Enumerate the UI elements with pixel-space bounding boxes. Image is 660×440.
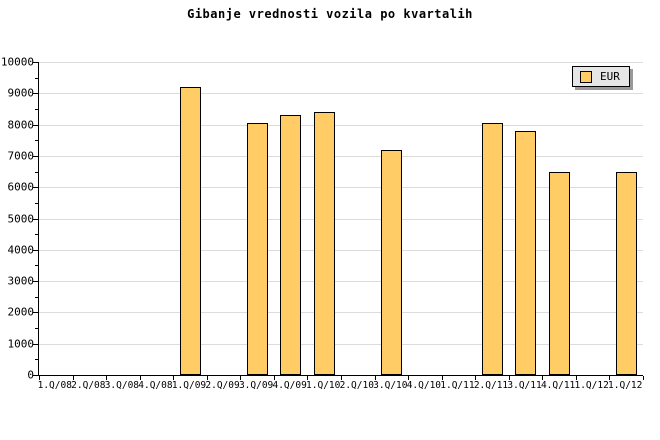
y-major-tick — [33, 187, 38, 188]
x-axis-tick-label: 1.Q/10 — [306, 380, 341, 391]
gridline-6000 — [39, 187, 643, 188]
gridline-2000 — [39, 312, 643, 313]
bar-1-Q-09-idx4 — [180, 87, 201, 375]
gridline-7000 — [39, 156, 643, 157]
y-major-tick — [33, 219, 38, 220]
x-axis-tick-label: 1.Q/12 — [608, 380, 643, 391]
y-major-tick — [33, 62, 38, 63]
x-axis-tick-label: 3.Q/10 — [373, 380, 408, 391]
x-axis-tick — [542, 376, 543, 380]
bar-4-Q-09-idx7 — [280, 115, 301, 375]
y-axis-tick-label: 5000 — [7, 212, 35, 226]
x-axis-tick — [643, 376, 644, 380]
bar-1-Q-12-idx17 — [616, 172, 637, 375]
x-axis-tick-label: 1.Q/12 — [574, 380, 609, 391]
x-axis-tick-label: 4.Q/09 — [272, 380, 307, 391]
gridline-10000 — [39, 62, 643, 63]
legend-swatch-icon — [580, 70, 592, 83]
x-axis-tick — [207, 376, 208, 380]
gridline-9000 — [39, 93, 643, 94]
gridline-5000 — [39, 219, 643, 220]
bar-3-Q-09-idx6 — [247, 123, 268, 375]
legend: EUR — [572, 66, 630, 87]
y-minor-tick — [35, 78, 38, 79]
x-axis-tick-label: 3.Q/11 — [507, 380, 542, 391]
x-axis-tick-label: 3.Q/09 — [238, 380, 274, 391]
y-major-tick — [33, 375, 38, 376]
y-axis-tick-label: 7000 — [7, 149, 35, 163]
x-axis-tick — [307, 376, 308, 380]
x-axis-tick — [274, 376, 275, 380]
y-major-tick — [33, 312, 38, 313]
y-minor-tick — [35, 234, 38, 235]
gridline-4000 — [39, 250, 643, 251]
bar-4-Q-11-idx15 — [549, 172, 570, 375]
x-axis-tick — [408, 376, 409, 380]
y-axis-tick-label: 4000 — [7, 243, 35, 257]
y-major-tick — [33, 344, 38, 345]
y-minor-tick — [35, 172, 38, 173]
gridline-8000 — [39, 125, 643, 126]
y-axis-tick-label: 1000 — [7, 337, 35, 351]
y-minor-tick — [35, 359, 38, 360]
y-axis-tick-label: 10000 — [0, 55, 34, 69]
bar-3-Q-10-idx10 — [381, 150, 402, 375]
x-axis-tick — [576, 376, 577, 380]
x-axis-tick — [73, 376, 74, 380]
y-axis-tick-label: 8000 — [7, 118, 35, 132]
x-axis-labels: 1.Q/08 2.Q/08 3.Q/08 4.Q/08 1.Q/09 2.Q/09 3.Q/… — [37, 380, 643, 394]
gridline-1000 — [39, 344, 643, 345]
x-axis-tick — [442, 376, 443, 380]
gridline-3000 — [39, 281, 643, 282]
x-axis-tick-label: 4.Q/08 — [138, 380, 173, 391]
y-axis-tick-label: 3000 — [7, 274, 35, 288]
y-axis-tick-label: 0 — [27, 368, 34, 382]
x-axis-tick — [341, 376, 342, 380]
x-axis-tick — [509, 376, 510, 380]
x-axis-tick — [375, 376, 376, 380]
y-minor-tick — [35, 140, 38, 141]
x-axis-tick-label: 1.Q/08 — [37, 380, 72, 391]
y-minor-tick — [35, 203, 38, 204]
x-axis-tick-label: 4.Q/11 — [540, 380, 576, 391]
y-minor-tick — [35, 297, 38, 298]
y-axis-tick-label: 9000 — [7, 86, 35, 100]
x-axis-tick — [475, 376, 476, 380]
y-major-tick — [33, 125, 38, 126]
legend-label: EUR — [600, 70, 620, 83]
y-axis-labels: 0 1000 2000 3000 4000 5000 6000 7000 8000 9000 100… — [0, 57, 35, 381]
y-axis-tick-label: 6000 — [7, 180, 35, 194]
x-axis-tick-label: 4.Q/10 — [406, 380, 442, 391]
y-major-tick — [33, 250, 38, 251]
x-axis-tick-label: 2.Q/11 — [473, 380, 509, 391]
y-major-tick — [33, 281, 38, 282]
x-axis-tick-label: 1.Q/09 — [171, 380, 207, 391]
x-axis-tick — [140, 376, 141, 380]
chart-title: Gibanje vrednosti vozila po kvartalih — [187, 7, 473, 21]
y-major-tick — [33, 156, 38, 157]
x-axis-tick-label: 2.Q/10 — [339, 380, 374, 391]
x-axis-tick — [173, 376, 174, 380]
y-minor-tick — [35, 265, 38, 266]
x-axis-tick-label: 2.Q/08 — [71, 380, 106, 391]
x-axis-tick-label: 1.Q/11 — [440, 380, 475, 391]
bar-3-Q-11-idx14 — [515, 131, 536, 375]
bar-1-Q-10-idx8 — [314, 112, 335, 375]
y-axis-tick-label: 2000 — [7, 305, 35, 319]
y-major-tick — [33, 93, 38, 94]
x-axis-tick — [39, 376, 40, 380]
plot-area — [33, 62, 644, 380]
x-axis-tick-label: 3.Q/08 — [104, 380, 140, 391]
y-minor-tick — [35, 328, 38, 329]
bar-2-Q-11-idx13 — [482, 123, 503, 375]
y-minor-tick — [35, 109, 38, 110]
x-axis-tick — [609, 376, 610, 380]
x-axis-tick-label: 2.Q/09 — [205, 380, 240, 391]
x-axis-tick — [240, 376, 241, 380]
x-axis-tick — [106, 376, 107, 380]
